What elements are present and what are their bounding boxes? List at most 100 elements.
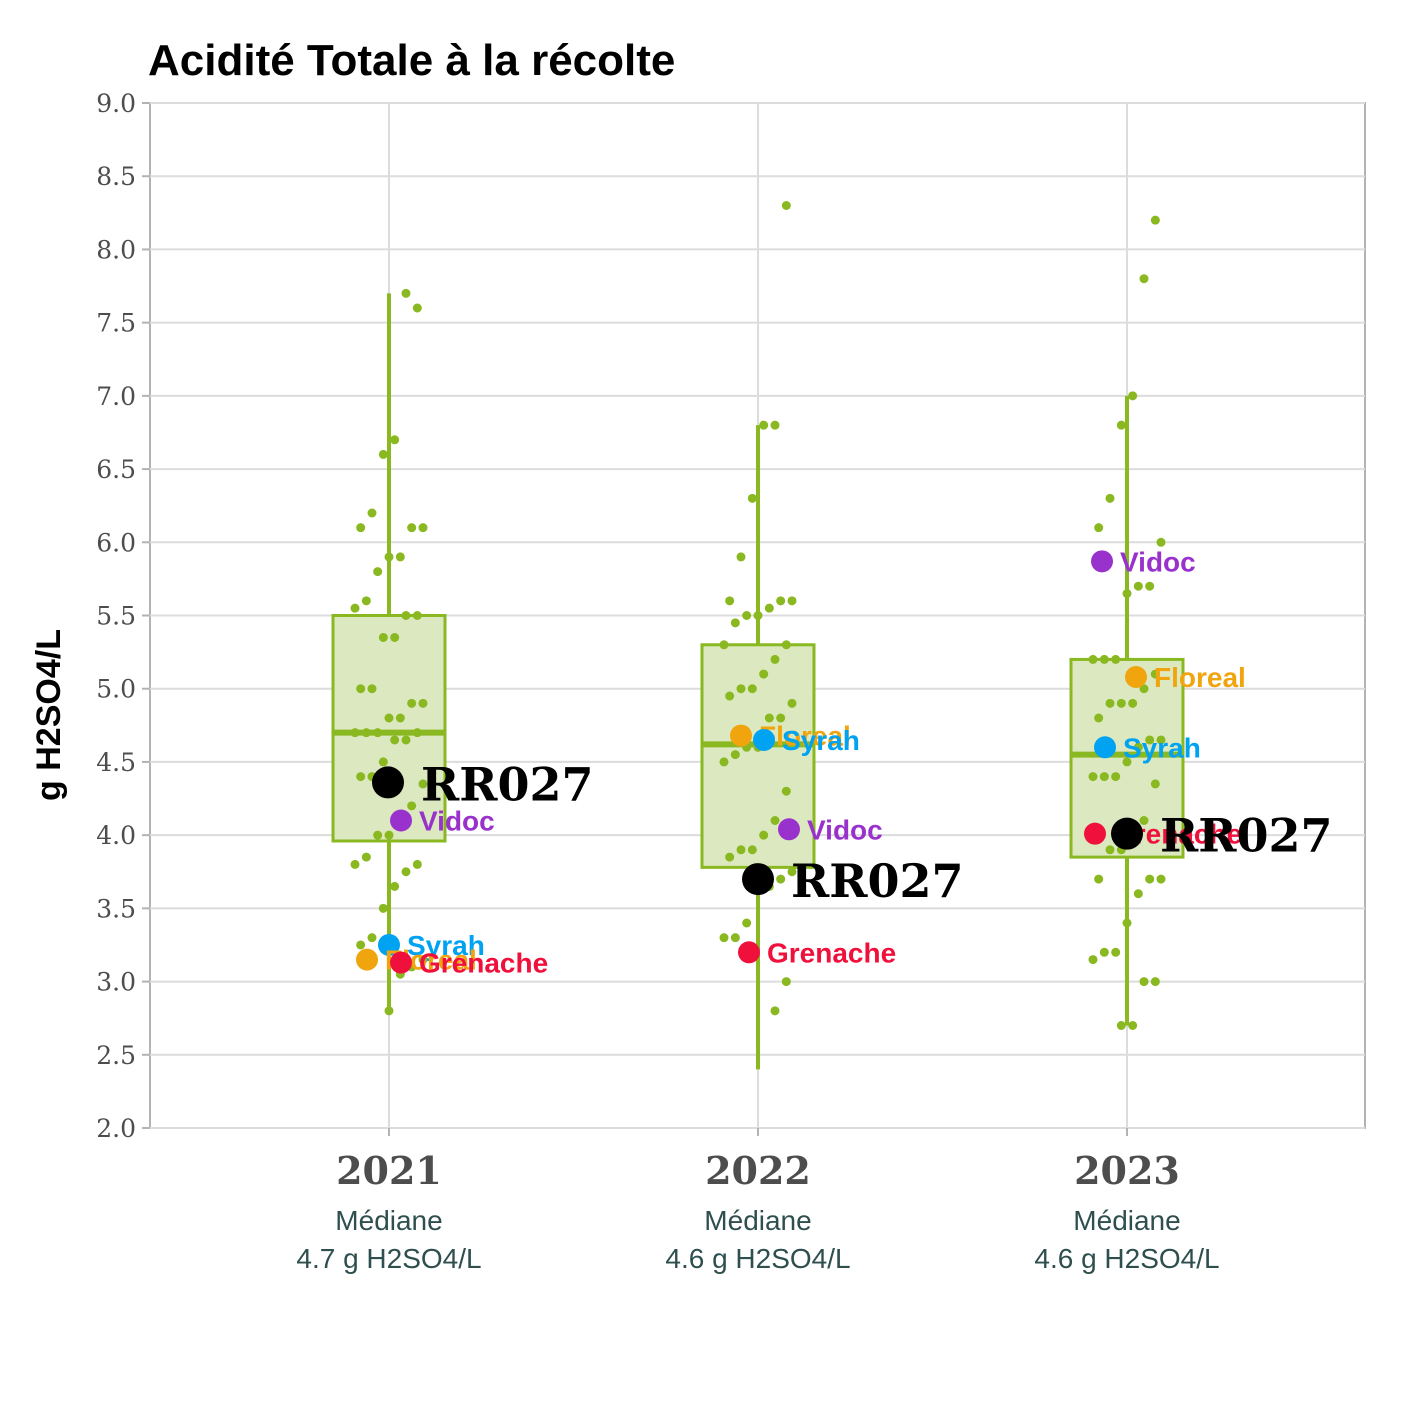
data-point-2023-21 xyxy=(1133,742,1143,752)
y-tick-label-5.0: 5.0 xyxy=(96,675,136,704)
highlight-points: RR027VidocSyrahFlorealGrenacheFlorealSyr… xyxy=(356,546,1332,979)
median-label-title-2021: Médiane xyxy=(335,1205,442,1236)
data-point-2022-27 xyxy=(770,816,780,825)
highlight-point-2022-floreal xyxy=(730,724,752,747)
data-point-2023-2 xyxy=(1128,391,1138,401)
data-point-2021-24 xyxy=(361,728,371,738)
data-point-2021-1 xyxy=(401,288,411,298)
data-point-2021-12 xyxy=(350,603,360,613)
data-point-2021-17 xyxy=(367,684,377,694)
data-point-2023-39 xyxy=(1150,977,1160,987)
data-point-2022-33 xyxy=(776,874,786,884)
data-point-2023-14 xyxy=(1139,684,1149,694)
median-label-title-2023: Médiane xyxy=(1073,1205,1180,1236)
data-point-2021-22 xyxy=(384,713,394,723)
data-point-2022-6 xyxy=(787,596,797,606)
highlight-label-2023-vidoc: Vidoc xyxy=(1120,546,1196,577)
median-label-value-2021: 4.7 g H2SO4/L xyxy=(296,1243,481,1274)
data-point-2023-15 xyxy=(1128,698,1138,708)
data-point-2023-7 xyxy=(1145,581,1155,591)
data-point-2022-12 xyxy=(719,640,729,650)
data-point-2022-31 xyxy=(725,852,735,862)
boxes xyxy=(331,293,1185,1070)
data-point-2023-4 xyxy=(1105,493,1115,503)
highlight-point-2021-vidoc xyxy=(390,809,412,832)
median-label-title-2022: Médiane xyxy=(704,1205,811,1236)
data-point-2022-25 xyxy=(719,757,729,767)
data-point-2022-3 xyxy=(747,493,757,503)
y-tick-label-2.0: 2.0 xyxy=(96,1114,136,1143)
data-point-2023-8 xyxy=(1133,581,1143,591)
data-point-2021-44 xyxy=(356,940,366,950)
y-axis-label: g H2SO4/L xyxy=(30,629,68,801)
data-point-2022-1 xyxy=(770,420,780,430)
highlight-point-2023-vidoc xyxy=(1091,550,1113,573)
data-point-2022-26 xyxy=(781,786,791,796)
data-point-2023-0 xyxy=(1150,215,1160,225)
y-tick-label-3.5: 3.5 xyxy=(96,894,136,923)
highlight-label-2022-floreal: Floreal xyxy=(759,721,851,752)
data-point-2023-41 xyxy=(1128,1021,1138,1030)
data-point-2021-39 xyxy=(412,859,422,869)
data-point-2022-20 xyxy=(776,713,786,723)
data-point-2023-9 xyxy=(1122,589,1132,599)
highlight-point-2022-grenache xyxy=(738,941,760,964)
y-tick-label-7.0: 7.0 xyxy=(96,382,136,411)
median-labels: Médiane 4.7 g H2SO4/L Médiane 4.6 g H2SO4/L… xyxy=(296,1205,1219,1274)
highlight-label-2022-grenache: Grenache xyxy=(767,937,896,968)
x-tick-label-2021: 2021 xyxy=(336,1148,442,1193)
data-point-2022-14 xyxy=(770,654,780,664)
data-point-2022-9 xyxy=(753,611,763,620)
data-point-2021-14 xyxy=(401,611,411,620)
median-label-value-2023: 4.6 g H2SO4/L xyxy=(1034,1243,1219,1274)
highlight-point-2022-syrah xyxy=(753,728,775,751)
data-point-2021-36 xyxy=(373,830,383,840)
data-point-2022-39 xyxy=(781,977,791,987)
data-point-2023-6 xyxy=(1156,537,1166,547)
y-tick-label-6.0: 6.0 xyxy=(96,528,136,557)
data-point-2021-16 xyxy=(378,632,388,642)
highlight-label-2022-syrah: Syrah xyxy=(782,725,860,756)
data-point-2021-35 xyxy=(384,830,394,840)
data-point-2022-13 xyxy=(781,640,791,650)
data-point-2022-15 xyxy=(759,669,769,679)
highlight-point-2021-rr027 xyxy=(372,766,404,799)
data-point-2023-5 xyxy=(1094,523,1104,533)
data-point-2022-8 xyxy=(764,603,774,613)
data-point-2022-32 xyxy=(787,867,797,877)
data-point-2022-0 xyxy=(781,201,791,210)
data-point-2022-7 xyxy=(776,596,786,606)
y-tick-label-8.0: 8.0 xyxy=(96,235,136,264)
x-axis-ticks: 2021 2022 2023 xyxy=(336,1128,1180,1193)
y-tick-label-4.0: 4.0 xyxy=(96,821,136,850)
data-point-2022-29 xyxy=(747,845,757,855)
highlight-point-2021-grenache xyxy=(390,951,412,974)
data-point-2023-20 xyxy=(1145,735,1155,745)
data-point-2022-38 xyxy=(719,933,729,943)
data-point-2023-22 xyxy=(1122,757,1132,767)
y-tick-label-5.5: 5.5 xyxy=(96,602,136,631)
data-point-2021-21 xyxy=(395,713,405,723)
data-point-2021-42 xyxy=(378,903,388,913)
data-point-2023-18 xyxy=(1094,713,1104,723)
data-point-2022-36 xyxy=(742,918,752,928)
highlight-label-2021-syrah: Syrah xyxy=(407,930,485,961)
data-point-2021-25 xyxy=(350,728,360,738)
chart-title: Acidité Totale à la récolte xyxy=(148,36,675,85)
data-point-2021-33 xyxy=(407,801,417,811)
data-point-2023-37 xyxy=(1099,947,1109,957)
data-point-2021-10 xyxy=(373,567,383,577)
highlight-label-2021-rr027: RR027 xyxy=(421,757,593,811)
y-axis-ticks: 2.0 2.5 3.0 3.5 4.0 4.5 5.0 5.5 6.0 6.5 7.0 7.5 8.0 8… xyxy=(96,89,150,1143)
data-point-2023-13 xyxy=(1150,669,1160,679)
data-point-2021-31 xyxy=(356,772,366,782)
data-point-2021-7 xyxy=(407,523,417,533)
data-point-2023-16 xyxy=(1116,698,1126,708)
data-point-2021-5 xyxy=(356,523,366,533)
y-tick-label-8.5: 8.5 xyxy=(96,162,136,191)
highlight-point-2023-rr027 xyxy=(1111,817,1143,850)
data-point-2022-4 xyxy=(736,552,746,562)
data-point-2022-10 xyxy=(742,611,752,620)
data-point-2023-38 xyxy=(1088,955,1098,965)
data-point-2023-35 xyxy=(1122,918,1132,928)
